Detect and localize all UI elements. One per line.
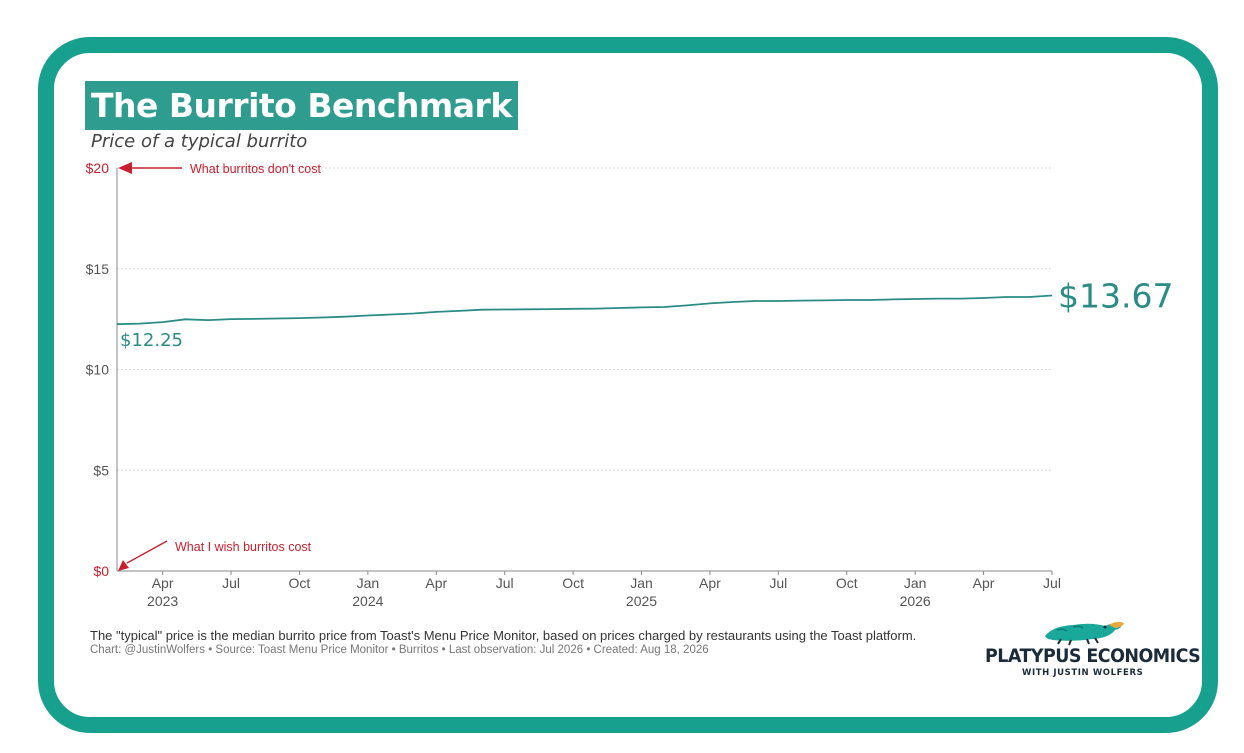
chart-frame xyxy=(38,37,1218,733)
x-tick-year-label: 2023 xyxy=(147,593,178,609)
chart-subtitle: Price of a typical burrito xyxy=(91,131,308,152)
y-tick-label: $0 xyxy=(93,563,109,579)
chart-title: The Burrito Benchmark xyxy=(91,86,512,125)
start-value-label: $12.25 xyxy=(120,330,183,351)
x-tick-label: Jul xyxy=(769,575,787,591)
annotation-arrowhead xyxy=(118,162,132,174)
x-tick-label: Apr xyxy=(973,575,995,591)
x-tick-year-label: 2025 xyxy=(626,593,657,609)
x-tick-label: Jan xyxy=(904,575,927,591)
y-tick-label: $10 xyxy=(86,362,110,378)
x-tick-label: Jul xyxy=(496,575,514,591)
burrito-price-line xyxy=(116,294,1053,326)
x-tick-label: Jan xyxy=(357,575,380,591)
end-value-label: $13.67 xyxy=(1058,277,1173,316)
x-tick-label: Jul xyxy=(1043,575,1061,591)
x-tick-label: Oct xyxy=(289,575,311,591)
title-banner: The Burrito Benchmark xyxy=(85,81,518,130)
y-tick-label: $15 xyxy=(86,261,110,277)
annotation-top-label: What burritos don't cost xyxy=(190,162,321,176)
x-tick-label: Jan xyxy=(630,575,653,591)
annotation-arrowhead xyxy=(118,560,129,571)
annotation-bottom-label: What I wish burritos cost xyxy=(175,540,312,554)
logo-name: PLATYPUS ECONOMICS xyxy=(985,645,1201,667)
x-tick-label: Apr xyxy=(425,575,447,591)
y-tick-label: $20 xyxy=(86,160,110,176)
x-tick-label: Oct xyxy=(562,575,584,591)
platypus-icon xyxy=(1045,621,1124,646)
x-tick-label: Jul xyxy=(222,575,240,591)
chart-credit: Chart: @JustinWolfers • Source: Toast Me… xyxy=(90,644,709,656)
annotation-arrow-line xyxy=(126,540,168,564)
x-tick-label: Apr xyxy=(699,575,721,591)
logo-tagline: WITH JUSTIN WOLFERS xyxy=(1022,668,1144,678)
x-tick-label: Oct xyxy=(836,575,858,591)
platypus-economics-logo: PLATYPUS ECONOMICS WITH JUSTIN WOLFERS xyxy=(985,612,1201,682)
x-tick-year-label: 2026 xyxy=(900,593,931,609)
y-tick-label: $5 xyxy=(93,462,109,478)
x-tick-label: Apr xyxy=(152,575,174,591)
x-tick-year-label: 2024 xyxy=(352,593,383,609)
chart-caption: The "typical" price is the median burrit… xyxy=(90,628,917,643)
